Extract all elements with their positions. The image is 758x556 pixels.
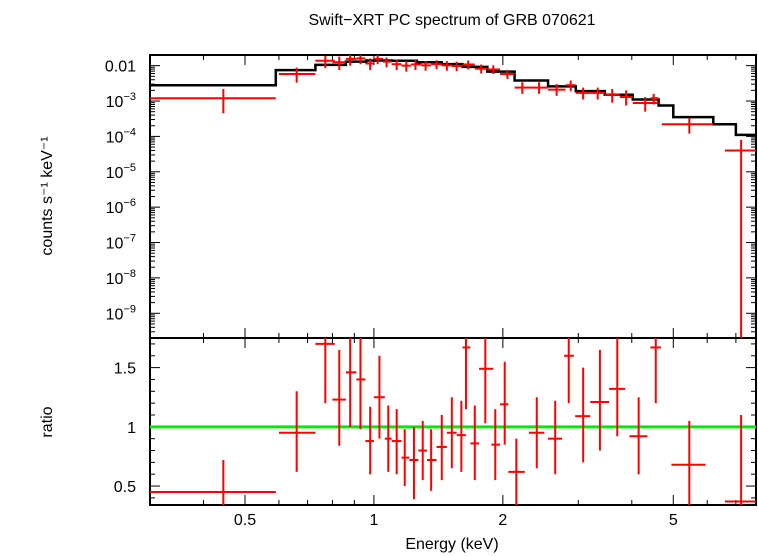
- data-point: [410, 60, 422, 71]
- data-point: [724, 414, 756, 505]
- data-point: [150, 88, 276, 114]
- data-point: [401, 61, 411, 72]
- x-tick-label: 5: [669, 512, 678, 529]
- data-point: [500, 361, 509, 445]
- y-tick-label: 10−6: [106, 197, 136, 217]
- data-point: [528, 397, 545, 469]
- x-tick-label: 0.5: [234, 512, 256, 529]
- data-point: [474, 64, 488, 74]
- data-point: [421, 61, 432, 71]
- x-tick-label: 1: [369, 512, 378, 529]
- y-tick-label: 1: [127, 420, 136, 437]
- data-point: [436, 414, 447, 481]
- ratio-y-axis-label: ratio: [39, 406, 56, 437]
- data-point: [365, 58, 374, 71]
- data-point: [564, 338, 574, 404]
- data-point: [373, 55, 384, 65]
- data-point: [365, 406, 374, 475]
- data-point: [462, 60, 475, 70]
- data-point: [332, 349, 346, 446]
- data-point: [530, 82, 549, 94]
- data-point: [391, 409, 402, 475]
- data-point: [650, 93, 659, 105]
- data-point: [332, 56, 346, 71]
- data-point: [441, 61, 452, 71]
- spectrum-y-axis-label: counts s⁻¹ keV⁻¹: [39, 136, 56, 255]
- data-point: [479, 338, 494, 424]
- y-tick-label: 10−9: [106, 303, 136, 323]
- data-point: [401, 429, 410, 487]
- y-tick-label: 10−5: [106, 162, 136, 182]
- spectrum-data-points: [150, 55, 756, 338]
- data-point: [278, 391, 316, 472]
- x-tick-label: 2: [498, 512, 507, 529]
- data-point: [619, 90, 633, 106]
- data-point: [431, 60, 442, 70]
- spectrum-axis-ticks: 0.01 10−3 10−4 10−5 10−6 10−7 10−8 10−9: [105, 55, 756, 338]
- data-point: [418, 420, 427, 481]
- y-tick-label: 10−7: [106, 233, 136, 253]
- x-axis-label: Energy (keV): [405, 536, 498, 553]
- y-tick-label: 0.01: [105, 59, 136, 76]
- data-point: [590, 87, 605, 100]
- data-point: [345, 55, 357, 66]
- data-point: [508, 438, 525, 505]
- data-point: [724, 139, 756, 338]
- data-point: [373, 355, 385, 439]
- y-tick-label: 10−8: [106, 268, 136, 288]
- data-point: [548, 84, 566, 96]
- data-point: [590, 349, 610, 451]
- data-point: [462, 338, 471, 410]
- data-point: [451, 61, 463, 72]
- data-point: [315, 55, 335, 69]
- data-point: [278, 67, 316, 83]
- ratio-axis-ticks: 0.5 1 2 5 0.5 1 1.5: [114, 338, 756, 529]
- data-point: [356, 338, 366, 430]
- data-point: [629, 397, 648, 475]
- data-point: [500, 69, 515, 79]
- y-tick-label: 10−4: [106, 126, 136, 146]
- y-tick-label: 1.5: [114, 361, 136, 378]
- data-point: [391, 59, 402, 71]
- data-point: [150, 459, 276, 505]
- data-point: [514, 82, 531, 94]
- ratio-data-points: [150, 338, 756, 505]
- data-point: [456, 400, 466, 472]
- chart-title: Swift−XRT PC spectrum of GRB 070621: [308, 12, 595, 29]
- data-point: [671, 420, 706, 505]
- data-point: [548, 400, 563, 475]
- y-tick-label: 10−3: [106, 91, 136, 111]
- data-point: [491, 409, 501, 481]
- data-point: [446, 397, 457, 469]
- data-point: [383, 57, 392, 68]
- data-point: [470, 405, 480, 481]
- data-point: [409, 426, 419, 500]
- data-point: [345, 338, 357, 427]
- data-point: [575, 367, 591, 463]
- ratio-panel-frame: [149, 337, 757, 506]
- data-point: [315, 338, 335, 404]
- data-point: [604, 88, 620, 103]
- data-point: [661, 118, 714, 134]
- data-point: [609, 338, 626, 437]
- data-point: [384, 405, 392, 472]
- data-point: [426, 429, 437, 491]
- data-point: [565, 80, 576, 92]
- y-tick-label: 0.5: [114, 479, 136, 496]
- data-point: [356, 55, 366, 65]
- data-point: [487, 65, 501, 75]
- data-point: [575, 87, 591, 100]
- data-point: [650, 338, 661, 404]
